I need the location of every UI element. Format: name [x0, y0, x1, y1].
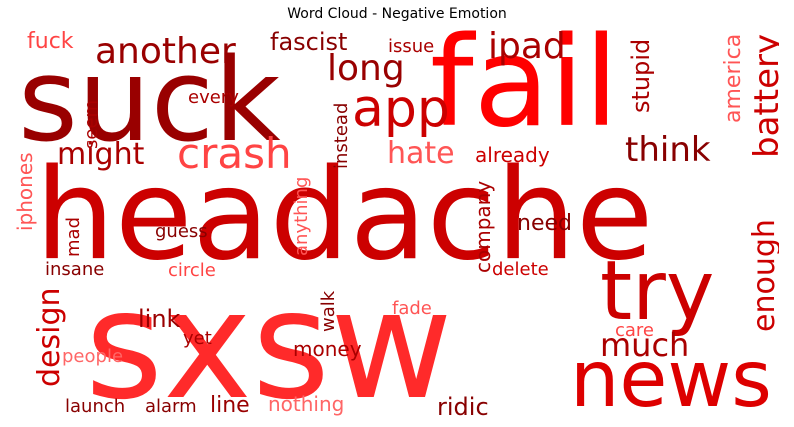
word-app: app	[352, 79, 450, 139]
word-iphones: iphones	[15, 152, 37, 231]
word-fuck: fuck	[27, 29, 74, 54]
word-delete: delete	[492, 259, 549, 280]
word-yet: yet	[183, 328, 212, 349]
word-nothing: nothing	[268, 392, 345, 416]
word-ipad: ipad	[488, 29, 566, 67]
word-cloud: headache sxsw fail suck news try app crash anoth…	[15, 29, 779, 420]
word-company: company	[471, 180, 495, 273]
word-mad: mad	[63, 217, 84, 257]
word-anything: anything	[291, 176, 312, 256]
word-issue: issue	[388, 36, 435, 57]
word-already: already	[475, 143, 550, 167]
word-suck: suck	[18, 34, 281, 168]
word-walk: walk	[318, 290, 339, 332]
word-launch: launch	[65, 396, 126, 417]
word-crash: crash	[177, 129, 292, 178]
chart-title: Word Cloud - Negative Emotion	[287, 6, 507, 22]
word-people: people	[62, 346, 124, 367]
word-money: money	[293, 337, 362, 361]
word-battery: battery	[747, 33, 779, 158]
word-news: news	[570, 335, 772, 420]
word-stupid: stupid	[627, 38, 655, 113]
word-guess: guess	[155, 221, 208, 242]
word-try: try	[600, 244, 715, 339]
word-enough: enough	[747, 219, 779, 332]
word-another: another	[95, 31, 236, 72]
word-much: much	[600, 326, 690, 364]
word-circle: circle	[168, 260, 216, 281]
word-every: every	[188, 87, 239, 108]
word-need: need	[517, 211, 572, 236]
word-fade: fade	[392, 298, 432, 319]
word-insane: insane	[45, 259, 105, 280]
word-ridic: ridic	[437, 393, 489, 420]
word-might: might	[57, 137, 145, 172]
word-america: america	[721, 33, 746, 123]
word-fascist: fascist	[270, 29, 348, 56]
word-think: think	[625, 130, 711, 170]
word-fail: fail	[430, 29, 619, 155]
word-link: link	[138, 305, 181, 333]
word-care: care	[615, 320, 655, 341]
word-hate: hate	[387, 136, 455, 171]
word-sxsw: sxsw	[85, 259, 453, 420]
word-headache: headache	[35, 141, 654, 288]
word-design: design	[32, 287, 67, 387]
word-long: long	[327, 48, 405, 89]
word-alarm: alarm	[145, 396, 197, 417]
word-instead: instead	[331, 102, 352, 169]
word-seem: seem	[81, 99, 102, 149]
word-line: line	[210, 393, 250, 418]
